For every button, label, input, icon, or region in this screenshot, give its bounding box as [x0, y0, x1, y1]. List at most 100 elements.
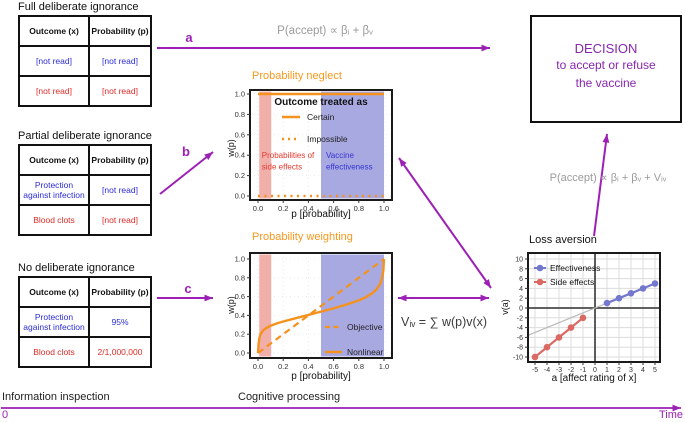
table-header-outcome: Outcome (x): [18, 276, 90, 308]
svg-text:-10: -10: [513, 355, 523, 362]
decision-line1: DECISION: [574, 40, 638, 56]
svg-text:0: 0: [519, 306, 523, 313]
svg-text:1.0: 1.0: [379, 362, 389, 371]
panel-title: No deliberate ignorance: [18, 262, 135, 274]
timeline-label-information-inspection: Information inspection: [2, 391, 110, 403]
svg-text:Impossible: Impossible: [307, 134, 348, 144]
ignorance-table-none: Outcome (x) Probability (p) Protection a…: [18, 276, 152, 368]
svg-text:0.8: 0.8: [354, 362, 364, 371]
svg-text:1.0: 1.0: [379, 204, 389, 213]
svg-text:0.6: 0.6: [235, 292, 245, 301]
decision-line3: the vaccine: [575, 75, 637, 90]
panel-title: Partial deliberate ignorance: [18, 130, 152, 142]
svg-text:Vaccine: Vaccine: [326, 151, 354, 160]
svg-text:-4: -4: [544, 367, 550, 374]
panel-title: Full deliberate ignorance: [18, 1, 139, 13]
table-cell: Blood clots: [18, 336, 90, 368]
table-cell: 95%: [88, 306, 152, 338]
svg-text:-3: -3: [556, 367, 562, 374]
svg-text:-2: -2: [568, 367, 574, 374]
svg-text:0.4: 0.4: [303, 362, 313, 371]
svg-text:2: 2: [519, 296, 523, 303]
svg-text:3: 3: [629, 367, 633, 374]
arrow-label-a: a: [185, 30, 193, 45]
probability-neglect-plot: 0.0 0.2 0.4 0.6 0.8 1.0 1.0 0.8 0.6 0.4 0.2 0.0 w(p)…: [226, 89, 393, 213]
table-cell: [not read]: [88, 45, 152, 77]
svg-text:effectiveness: effectiveness: [326, 163, 373, 172]
svg-text:-4: -4: [517, 325, 523, 332]
timeline-label-cognitive-processing: Cognitive processing: [238, 391, 341, 403]
svg-text:0.2: 0.2: [235, 330, 245, 339]
table-cell: [not read]: [88, 204, 152, 236]
svg-text:-5: -5: [532, 367, 538, 374]
panel-full-ignorance: Full deliberate ignorance Outcome (x) Pr…: [18, 1, 152, 107]
svg-text:-8: -8: [517, 345, 523, 352]
table-cell: Protection against infection: [18, 306, 90, 338]
svg-text:v(a): v(a): [500, 299, 510, 315]
svg-text:-1: -1: [580, 367, 586, 374]
svg-text:0.6: 0.6: [328, 204, 338, 213]
svg-text:0.0: 0.0: [253, 362, 263, 371]
svg-text:1.0: 1.0: [235, 255, 245, 264]
svg-text:0.2: 0.2: [278, 204, 288, 213]
svg-text:Certain: Certain: [307, 112, 335, 122]
probability-weighting-title: Probability weighting: [252, 231, 353, 243]
table-header-probability: Probability (p): [88, 276, 152, 308]
arrow-label-c: c: [184, 281, 192, 296]
svg-text:w(p): w(p): [226, 139, 236, 158]
svg-text:5: 5: [653, 367, 657, 374]
arrow-label-b: b: [182, 144, 190, 159]
panel-no-ignorance: No deliberate ignorance Outcome (x) Prob…: [18, 262, 152, 368]
table-cell: Blood clots: [18, 204, 90, 236]
table-cell: [not read]: [88, 75, 152, 107]
svg-text:-6: -6: [517, 335, 523, 342]
decision-line2: to accept or refuse: [556, 58, 656, 73]
svg-text:1.0: 1.0: [235, 90, 245, 99]
table-header-probability: Probability (p): [88, 15, 152, 47]
timeline-origin: 0: [2, 409, 9, 421]
probability-neglect-xlabel: p [probability]: [291, 209, 351, 220]
decision-box: DECISION to accept or refuse the vaccine: [530, 15, 682, 123]
svg-text:0.8: 0.8: [235, 110, 245, 119]
svg-text:w(p): w(p): [226, 296, 236, 315]
svg-text:0.8: 0.8: [354, 204, 364, 213]
table-cell: Protection against infection: [18, 174, 90, 206]
decision-text: DECISION to accept or refuse the vaccine: [556, 40, 655, 93]
formula-accept-simple: P(accept) ∝ βᵢ + βᵥ: [277, 25, 373, 37]
probability-neglect-title: Probability neglect: [252, 70, 342, 82]
svg-text:10: 10: [515, 257, 523, 264]
table-cell: [not read]: [18, 45, 90, 77]
probability-weighting-plot: 0.0 0.2 0.4 0.6 0.8 1.0 1.0 0.8 0.6 0.4 0.2 0.0 w(p)…: [226, 252, 393, 371]
table-header-outcome: Outcome (x): [18, 144, 90, 176]
svg-text:4: 4: [641, 367, 645, 374]
panel-partial-ignorance: Partial deliberate ignorance Outcome (x)…: [18, 130, 152, 236]
table-cell: [not read]: [88, 174, 152, 206]
ignorance-table-full: Outcome (x) Probability (p) [not read] […: [18, 15, 152, 107]
formula-accept-full: P(accept) ∝ βᵢ + βᵥ + Vᵢᵥ: [549, 172, 667, 184]
svg-text:2: 2: [617, 367, 621, 374]
svg-text:side effects: side effects: [262, 163, 302, 172]
table-header-outcome: Outcome (x): [18, 15, 90, 47]
svg-text:Probabilities of: Probabilities of: [262, 151, 315, 160]
svg-text:Outcome treated as: Outcome treated as: [274, 97, 368, 108]
svg-text:0.0: 0.0: [235, 349, 245, 358]
timeline-end: Time: [658, 409, 683, 421]
svg-text:0.4: 0.4: [235, 151, 245, 160]
svg-text:0.4: 0.4: [303, 204, 313, 213]
svg-text:4: 4: [519, 286, 523, 293]
svg-text:0.8: 0.8: [235, 273, 245, 282]
svg-text:8: 8: [519, 266, 523, 273]
svg-text:-2: -2: [517, 315, 523, 322]
table-header-probability: Probability (p): [88, 144, 152, 176]
svg-text:0.2: 0.2: [278, 362, 288, 371]
formula-value-sum: Vᵢᵥ = ∑ w(p)v(x): [401, 315, 488, 329]
svg-text:Side effects: Side effects: [550, 277, 594, 287]
svg-text:0: 0: [593, 367, 597, 374]
svg-text:Effectiveness: Effectiveness: [550, 263, 600, 273]
table-cell: 2/1,000,000: [88, 336, 152, 368]
loss-aversion-title: Loss aversion: [529, 234, 597, 246]
svg-text:0.0: 0.0: [235, 192, 245, 201]
svg-text:0.4: 0.4: [235, 311, 245, 320]
